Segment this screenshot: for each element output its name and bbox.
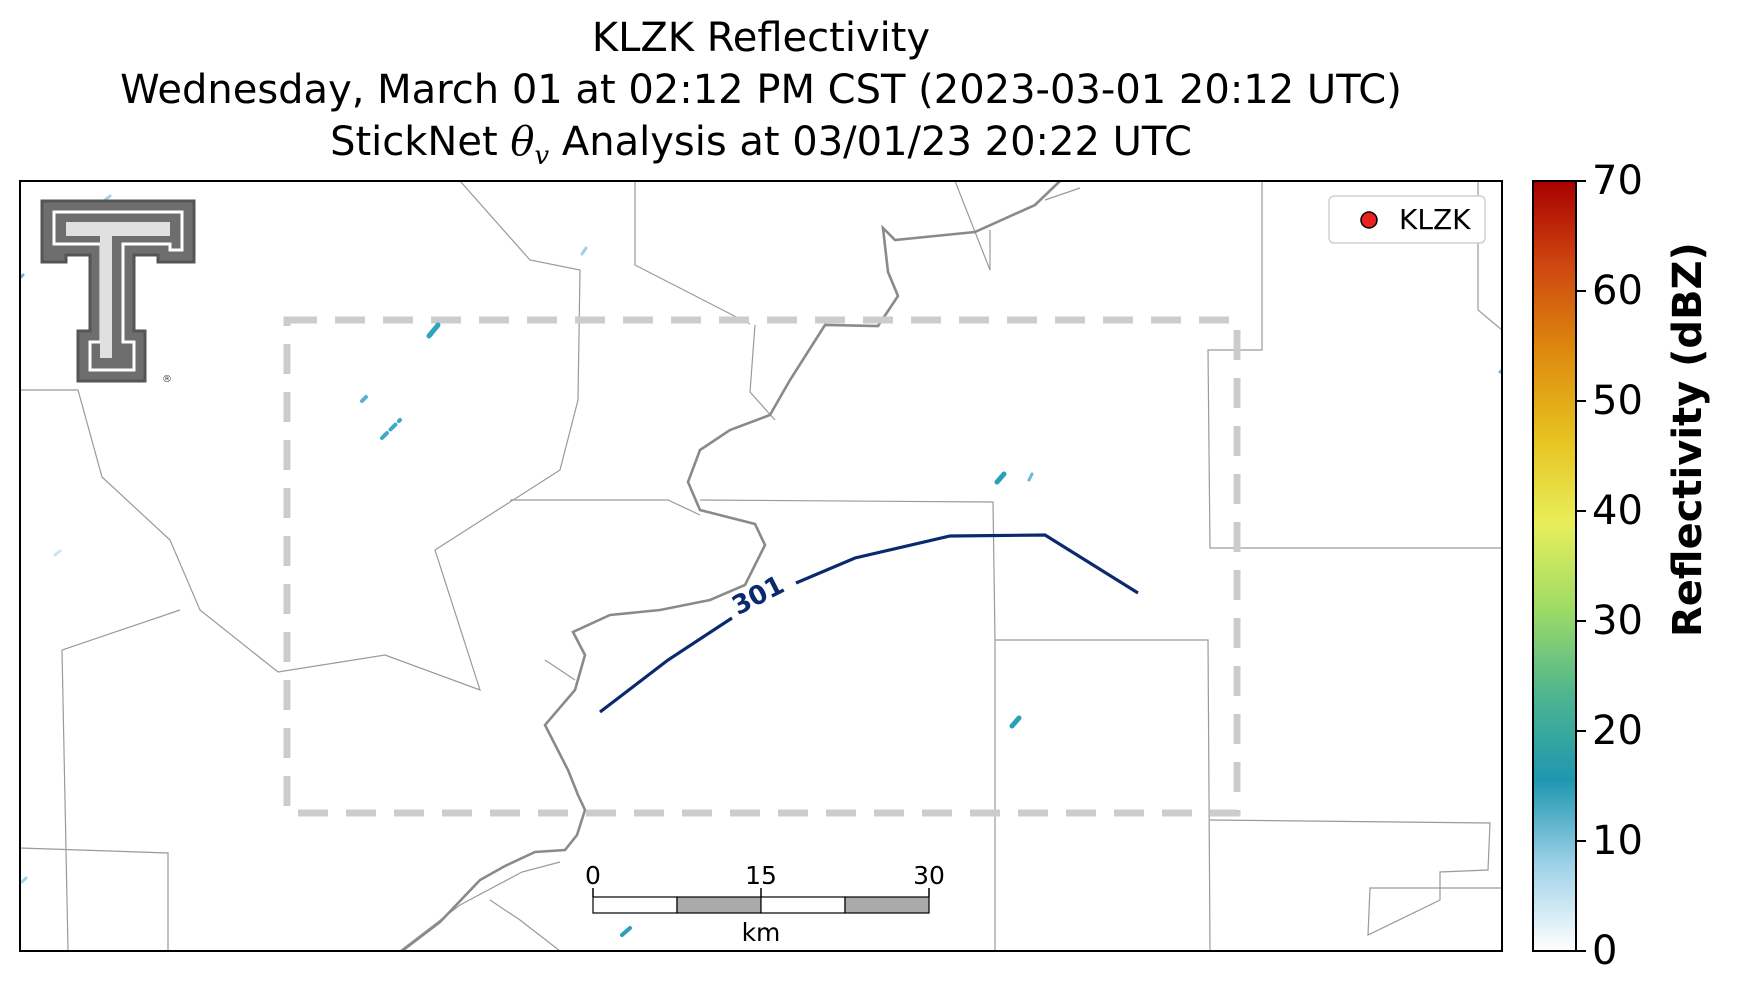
colorbar-tick-label: 40 — [1592, 488, 1643, 534]
colorbar-tick-label: 50 — [1592, 378, 1643, 424]
scale-tick-15: 15 — [745, 861, 777, 890]
colorbar-tick-label: 60 — [1592, 268, 1643, 314]
map-frame — [19, 180, 1503, 952]
colorbar-tick-label: 20 — [1592, 708, 1643, 754]
colorbar-title: Reflectivity (dBZ) — [1665, 242, 1711, 637]
legend-marker — [1360, 211, 1378, 229]
scale-tick-30: 30 — [913, 861, 945, 890]
map-panel[interactable]: 301 — [20, 181, 1502, 951]
colorbar-gradient — [1532, 180, 1577, 952]
legend: KLZK — [1328, 195, 1486, 244]
scale-bar: 0 15 30 km — [585, 861, 945, 947]
chart-title: KLZK Reflectivity Wednesday, March 01 at… — [20, 12, 1502, 182]
scale-unit: km — [742, 918, 781, 947]
theta-v-contour — [599, 533, 1139, 714]
colorbar-tick-label: 70 — [1592, 158, 1643, 204]
colorbar-tick-label: 0 — [1592, 928, 1618, 974]
reflectivity-echoes — [20, 194, 1502, 937]
svg-text:®: ® — [162, 374, 172, 385]
colorbar — [1532, 180, 1586, 952]
colorbar-ticks — [1576, 180, 1586, 952]
colorbar-tick-label: 30 — [1592, 598, 1643, 644]
title-radar: KLZK Reflectivity — [591, 15, 931, 61]
title-analysis: StickNet θv Analysis at 03/01/23 20:22 U… — [330, 119, 1192, 171]
colorbar-tick-label: 10 — [1592, 818, 1643, 864]
river-boundary — [401, 181, 1061, 951]
title-time: Wednesday, March 01 at 02:12 PM CST (202… — [120, 67, 1402, 113]
texas-tech-logo: ® — [40, 199, 196, 385]
scale-tick-0: 0 — [585, 861, 601, 890]
legend-label: KLZK — [1399, 203, 1471, 236]
